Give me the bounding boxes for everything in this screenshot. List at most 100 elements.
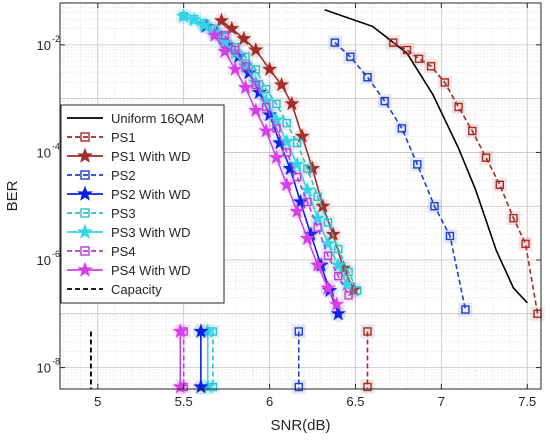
star-marker bbox=[227, 45, 243, 60]
marker-halo bbox=[479, 150, 494, 165]
square-marker bbox=[397, 124, 407, 133]
star-marker bbox=[207, 27, 223, 42]
star-marker bbox=[77, 261, 93, 277]
square-marker bbox=[495, 180, 504, 190]
marker-halo bbox=[310, 220, 325, 235]
square-marker bbox=[272, 99, 281, 109]
star-marker bbox=[268, 149, 284, 165]
star-marker bbox=[258, 123, 274, 138]
star-marker bbox=[284, 96, 300, 111]
square-marker bbox=[282, 118, 291, 128]
square-marker bbox=[430, 202, 439, 211]
legend-entry: PS3 bbox=[67, 206, 136, 221]
star-marker bbox=[227, 61, 243, 76]
marker-halo bbox=[437, 75, 452, 90]
star-marker bbox=[186, 12, 202, 27]
marker-halo bbox=[530, 306, 545, 321]
square-marker bbox=[380, 96, 389, 106]
square-marker bbox=[414, 54, 424, 64]
legend-label: PS4 With WD bbox=[111, 263, 190, 278]
square-marker bbox=[272, 124, 281, 133]
marker-halo bbox=[451, 99, 466, 114]
star-marker bbox=[213, 12, 229, 28]
square-marker bbox=[509, 213, 518, 223]
square-marker bbox=[323, 218, 333, 227]
x-tick-label: 7.5 bbox=[518, 394, 536, 409]
star-marker bbox=[193, 379, 209, 394]
square-marker bbox=[330, 38, 340, 47]
star-marker bbox=[294, 128, 310, 143]
square-marker bbox=[402, 45, 412, 55]
marker-halo bbox=[291, 380, 306, 394]
square-marker bbox=[363, 327, 372, 336]
legend-label: Capacity bbox=[111, 282, 162, 297]
star-marker bbox=[289, 156, 305, 171]
series-ps1 bbox=[386, 35, 545, 321]
marker-halo bbox=[410, 157, 425, 172]
legend-entry: PS3 With WD bbox=[67, 223, 190, 240]
legend-entry: PS1 With WD bbox=[67, 147, 190, 164]
star-marker bbox=[330, 257, 346, 272]
square-marker bbox=[251, 80, 261, 90]
star-marker bbox=[196, 17, 212, 32]
series-ps4-with-wd bbox=[206, 27, 345, 313]
marker-halo bbox=[442, 228, 457, 243]
square-marker bbox=[80, 170, 90, 180]
ticks: 5 5.5 6 6.5 7 7.510-810-610-410-2 bbox=[37, 3, 541, 409]
marker-halo bbox=[291, 324, 306, 339]
marker-halo bbox=[360, 324, 375, 339]
legend: Uniform 16QAM PS1 PS1 With WD PS2 PS2 With W… bbox=[60, 104, 225, 304]
marker-halo bbox=[343, 49, 358, 64]
y-tick-exponent: -6 bbox=[52, 249, 60, 259]
star-marker bbox=[236, 30, 252, 46]
x-tick-label: 6 bbox=[266, 394, 273, 409]
series-ps4 bbox=[217, 28, 356, 303]
square-marker bbox=[313, 223, 322, 232]
marker-halo bbox=[386, 35, 401, 50]
square-marker bbox=[303, 197, 312, 207]
star-marker bbox=[77, 147, 93, 163]
square-marker bbox=[461, 305, 470, 314]
y-tick-label: 10 bbox=[37, 145, 51, 160]
x-tick-label: 5.5 bbox=[175, 394, 193, 409]
series-line bbox=[183, 15, 358, 291]
marker-halo bbox=[341, 288, 356, 303]
star-marker bbox=[193, 323, 209, 338]
square-marker bbox=[220, 31, 230, 40]
square-marker bbox=[334, 272, 343, 281]
square-marker bbox=[334, 244, 343, 254]
square-marker bbox=[323, 251, 333, 260]
y-tick-label: 10 bbox=[37, 38, 51, 53]
marker-halo bbox=[400, 43, 415, 58]
series-ps2 bbox=[327, 35, 473, 317]
y-tick-label: 10 bbox=[37, 361, 51, 376]
star-marker bbox=[238, 79, 254, 94]
square-marker bbox=[454, 102, 463, 112]
square-marker bbox=[282, 148, 291, 157]
legend-entry: Uniform 16QAM bbox=[67, 111, 204, 126]
x-tick-label: 6.5 bbox=[346, 394, 364, 409]
square-marker bbox=[241, 62, 250, 71]
star-marker bbox=[289, 203, 305, 218]
x-tick-label: 5 bbox=[94, 394, 101, 409]
legend-entry: PS2 bbox=[67, 168, 136, 183]
series-uniform-16qam bbox=[324, 8, 528, 304]
legend-label: Uniform 16QAM bbox=[111, 111, 204, 126]
square-marker bbox=[352, 286, 362, 295]
marker-halo bbox=[360, 380, 375, 394]
star-marker bbox=[262, 61, 278, 76]
star-marker bbox=[248, 42, 264, 57]
star-marker bbox=[279, 133, 295, 148]
legend-label: PS2 bbox=[111, 168, 136, 183]
star-marker bbox=[315, 198, 331, 213]
star-marker bbox=[224, 20, 240, 35]
x-axis-label: SNR(dB) bbox=[270, 417, 330, 434]
square-marker bbox=[292, 138, 302, 148]
marker-halo bbox=[360, 70, 375, 85]
square-marker bbox=[468, 126, 477, 136]
square-marker bbox=[292, 172, 302, 182]
star-marker bbox=[274, 77, 290, 92]
square-marker bbox=[261, 102, 271, 112]
square-marker bbox=[481, 153, 491, 162]
